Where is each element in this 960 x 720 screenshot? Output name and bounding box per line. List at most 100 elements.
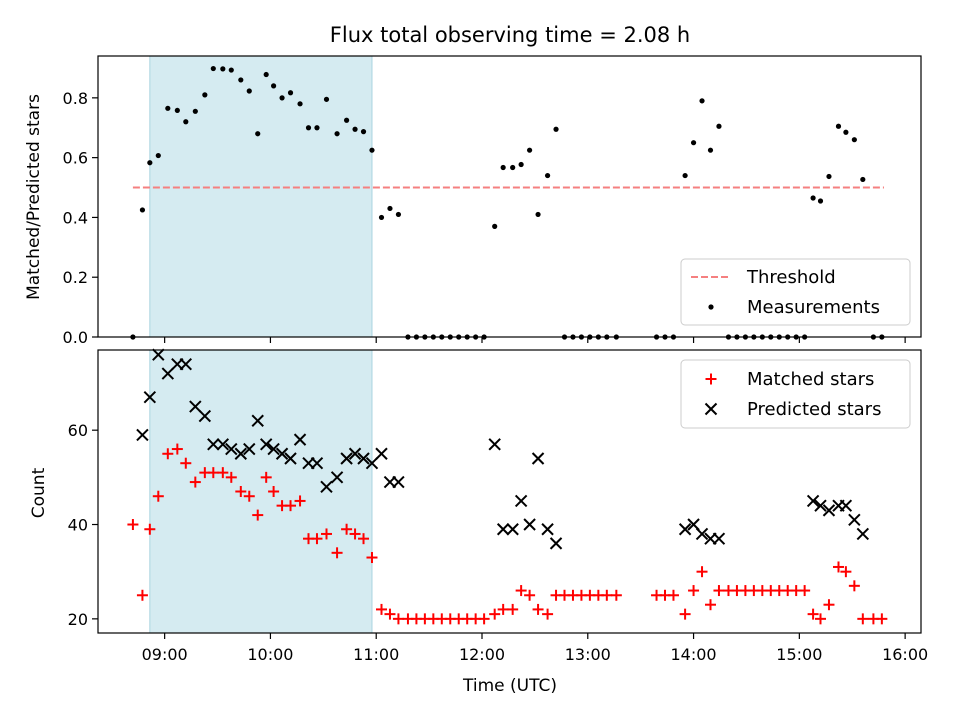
predicted-star-point [234,447,248,460]
predicted-star-point [822,504,836,517]
matched-star-point [217,467,229,479]
measurements-legend-swatch [708,304,714,310]
bottom-shaded-span [149,349,373,634]
x-tick-label: 14:00 [671,645,717,664]
predicted-star-point [198,409,212,423]
y-tick-label: 0.4 [63,208,88,227]
measurements-legend-label: Measurements [747,297,880,318]
matched-star-point [696,566,708,578]
measurement-point [183,119,189,125]
measurement-point [510,164,516,171]
measurement-point [210,65,216,72]
matched-star-point [331,547,343,559]
matched-star-point [349,528,361,540]
measurement-point [174,107,180,114]
matched-star-point [384,608,396,620]
measurement-point [387,205,393,212]
measurement-point [492,223,498,229]
predicted-star-point [330,471,344,484]
predicted-star-point [284,452,297,465]
measurement-point [817,198,824,204]
measurement-point [682,172,688,179]
matched-star-point [857,613,869,625]
predicted-star-point [275,447,289,460]
measurement-point [271,83,277,89]
measurement-point [139,207,146,213]
measurement-point [810,195,816,201]
predicted-star-point [695,527,709,541]
matched-star-point [478,613,490,625]
predicted-legend-swatch [704,402,718,416]
predicted-star-point [259,438,273,451]
bottom-panel: 20 40 60 09:00 10:00 11:00 12:00 13:00 14:00 15:… [29,348,928,696]
matched-star-point [667,589,679,601]
measurement-point [220,66,226,72]
predicted-star-point [365,456,379,470]
measurement-point [835,123,842,129]
predicted-star-point [179,357,193,371]
top-shaded-span [149,55,373,338]
measurement-point [202,92,208,98]
top-panel: 0.0 0.2 0.4 0.6 0.8 Flux total observing tim… [24,23,922,347]
matched-star-point [144,523,156,535]
measurement-point [165,105,171,111]
matched-star-point [497,603,509,615]
predicted-star-point [320,480,333,493]
matched-star-point [392,613,404,625]
bottom-y-ticks: 20 40 60 [68,421,98,629]
matched-star-point [815,613,827,625]
y-tick-label: 0.2 [63,268,88,287]
x-tick-label: 09:00 [142,645,188,664]
matched-star-point [704,599,716,611]
matched-star-point [127,519,139,531]
predicted-star-point [243,442,256,456]
matched-star-point [679,608,691,620]
x-axis-label: Time (UTC) [462,676,557,696]
predicted-star-point [523,518,536,531]
matched-star-point [189,476,201,488]
matched-star-point [848,580,860,592]
measurement-point [500,164,506,171]
y-tick-label: 20 [68,610,88,629]
predicted-star-point [531,452,545,465]
matched-star-point [832,561,844,573]
measurement-point [147,160,153,166]
bottom-x-ticks: 09:00 10:00 11:00 12:00 13:00 14:00 15:00 16:00 [142,633,928,664]
matched-star-point [252,509,264,521]
matched-star-point [207,467,219,479]
matched-star-point [243,490,255,502]
matched-star-point [294,495,306,507]
measurement-point [238,77,244,83]
measurement-point [360,129,367,135]
x-tick-label: 16:00 [882,645,928,664]
predicted-star-point [152,348,165,361]
matched-star-point [136,589,148,601]
matched-star-point [260,471,272,483]
predicted-star-point [496,523,510,536]
matched-legend-marker [705,373,717,385]
predicted-star-point [267,442,280,456]
predicted-star-point [310,456,324,470]
y-tick-label: 60 [68,421,88,440]
predicted-star-point [207,438,220,451]
y-tick-label: 0.0 [63,328,88,347]
bottom-legend: Matched stars Predicted stars [680,359,911,429]
matched-star-point [507,603,519,615]
measurement-point [369,147,375,153]
predicted-star-point [488,438,501,451]
matched-star-point [180,457,192,469]
measurement-point [544,172,551,179]
predicted-star-point [251,414,264,427]
matched-star-point [320,528,332,540]
y-tick-label: 0.8 [63,89,88,108]
measurement-point [352,126,358,132]
top-axes-frame [97,55,922,338]
measurement-point [323,96,330,102]
matched-legend-label: Matched stars [747,369,874,390]
measurement-point [192,108,198,114]
measurement-point [287,90,294,96]
measurement-point [378,214,385,221]
predicted-star-point [839,499,853,512]
measurement-point [155,152,161,159]
